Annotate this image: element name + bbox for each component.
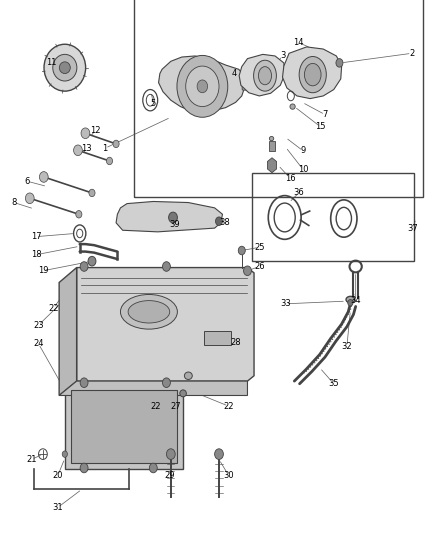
Circle shape [81, 128, 90, 139]
Text: 6: 6 [25, 177, 30, 185]
Bar [269, 141, 275, 151]
Text: 12: 12 [90, 126, 101, 134]
Circle shape [80, 262, 88, 271]
Circle shape [62, 451, 67, 457]
Circle shape [74, 145, 82, 156]
Text: 15: 15 [315, 123, 326, 131]
Ellipse shape [128, 301, 170, 323]
Circle shape [215, 449, 223, 459]
Circle shape [25, 193, 34, 204]
FancyBboxPatch shape [204, 331, 231, 345]
Polygon shape [268, 158, 276, 173]
Text: 37: 37 [407, 224, 418, 232]
Text: 17: 17 [31, 232, 41, 241]
Circle shape [162, 262, 170, 271]
Circle shape [89, 189, 95, 197]
Circle shape [106, 157, 113, 165]
Text: 29: 29 [165, 471, 175, 480]
Text: 30: 30 [223, 471, 234, 480]
Text: 8: 8 [11, 198, 17, 207]
Text: 2: 2 [409, 49, 414, 58]
Text: 28: 28 [230, 338, 241, 346]
Text: 22: 22 [48, 304, 59, 312]
Text: 21: 21 [26, 455, 37, 464]
Polygon shape [77, 268, 254, 381]
Circle shape [169, 212, 177, 223]
Text: 22: 22 [223, 402, 234, 410]
Circle shape [336, 59, 343, 67]
Text: 36: 36 [293, 189, 304, 197]
Ellipse shape [59, 62, 70, 74]
Ellipse shape [299, 56, 326, 93]
Ellipse shape [120, 294, 177, 329]
Text: 35: 35 [328, 379, 339, 388]
Text: 1: 1 [102, 144, 108, 152]
Ellipse shape [180, 390, 187, 397]
Text: 38: 38 [219, 219, 230, 227]
Circle shape [162, 378, 170, 387]
Text: 4: 4 [232, 69, 237, 78]
Circle shape [88, 256, 96, 266]
Text: 18: 18 [31, 251, 41, 259]
Text: 19: 19 [38, 266, 48, 275]
Circle shape [215, 217, 223, 225]
Ellipse shape [346, 296, 355, 303]
Text: 14: 14 [293, 38, 304, 47]
Polygon shape [59, 381, 247, 395]
Ellipse shape [44, 44, 86, 91]
Circle shape [238, 246, 245, 255]
Text: 34: 34 [350, 296, 361, 305]
Circle shape [177, 55, 228, 117]
Text: 3: 3 [280, 52, 285, 60]
Text: 16: 16 [285, 174, 295, 182]
Text: 23: 23 [33, 321, 44, 329]
Ellipse shape [269, 136, 274, 141]
Polygon shape [65, 385, 183, 469]
Ellipse shape [258, 67, 272, 85]
Circle shape [244, 266, 251, 276]
Text: 13: 13 [81, 144, 92, 152]
Polygon shape [283, 47, 342, 99]
Text: 39: 39 [169, 221, 180, 229]
Ellipse shape [53, 54, 77, 81]
Circle shape [166, 449, 175, 459]
Circle shape [197, 80, 208, 93]
Text: 25: 25 [254, 243, 265, 252]
Circle shape [80, 463, 88, 473]
Polygon shape [159, 56, 245, 112]
Text: 27: 27 [171, 402, 181, 410]
Bar [134, 0, 423, 197]
Ellipse shape [304, 63, 321, 86]
Ellipse shape [254, 60, 276, 91]
Ellipse shape [184, 372, 192, 379]
Text: 20: 20 [53, 471, 63, 480]
Ellipse shape [290, 104, 295, 109]
Bar [252, 173, 414, 261]
Text: 11: 11 [46, 59, 57, 67]
Circle shape [80, 378, 88, 387]
Text: 10: 10 [298, 165, 308, 174]
Polygon shape [239, 54, 285, 96]
Text: 7: 7 [322, 110, 328, 119]
Circle shape [76, 211, 82, 218]
Circle shape [113, 140, 119, 148]
Text: 22: 22 [150, 402, 161, 410]
Text: 5: 5 [151, 100, 156, 108]
FancyBboxPatch shape [242, 77, 255, 90]
Text: 26: 26 [254, 262, 265, 271]
Polygon shape [116, 201, 223, 232]
Text: 9: 9 [300, 147, 306, 155]
Circle shape [39, 172, 48, 182]
Polygon shape [71, 390, 177, 463]
Text: 31: 31 [53, 503, 63, 512]
Text: 33: 33 [280, 300, 291, 308]
Polygon shape [59, 268, 77, 395]
Circle shape [348, 300, 353, 306]
Text: 24: 24 [33, 340, 44, 348]
Text: 32: 32 [342, 342, 352, 351]
Circle shape [186, 66, 219, 107]
Circle shape [149, 463, 157, 473]
